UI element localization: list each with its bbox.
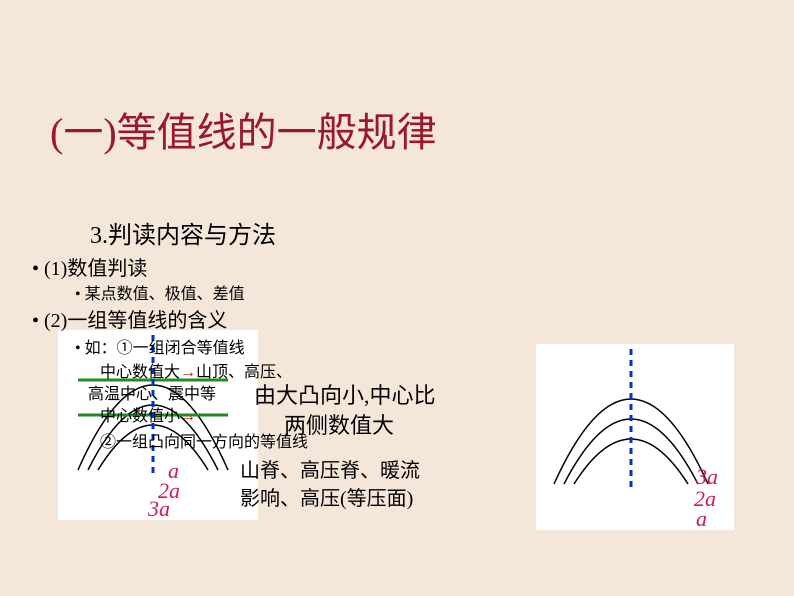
sub-2d-pre: 中心数值小 — [100, 408, 180, 425]
sub-2d: 中心数值小→ — [100, 402, 196, 426]
slide-title: (一)等值线的一般规律 — [50, 100, 437, 158]
sub-1: 某点数值、极值、差值 — [75, 280, 245, 304]
overlay-text-2: 两侧数值大 — [284, 408, 394, 440]
overlay-text-1: 由大凸向小,中心比 — [254, 378, 436, 410]
sub-2c: 高温中心、震中等 — [88, 380, 216, 404]
bullet-1: (1)数值判读 — [32, 252, 147, 281]
result-line-2: 影响、高压(等压面) — [240, 482, 413, 511]
arrow-icon: → — [180, 408, 196, 425]
arrow-icon: → — [180, 364, 196, 381]
bullet-2: (2)一组等值线的含义 — [32, 304, 227, 333]
result-line-1: 山脊、高压脊、暖流 — [240, 454, 420, 483]
diagram-right: 3a 2a a — [536, 344, 734, 530]
label-3a: 3a — [147, 496, 170, 520]
sub-2a: 如：①一组闭合等值线 — [75, 334, 245, 358]
sub-2b-pre: 中心数值大 — [100, 364, 180, 381]
label-a-r: a — [696, 506, 707, 530]
contour-right-svg: 3a 2a a — [536, 344, 734, 530]
sub-2e: ②一组凸向同一方向的等值线 — [100, 428, 308, 452]
section-heading: 3.判读内容与方法 — [90, 215, 276, 250]
